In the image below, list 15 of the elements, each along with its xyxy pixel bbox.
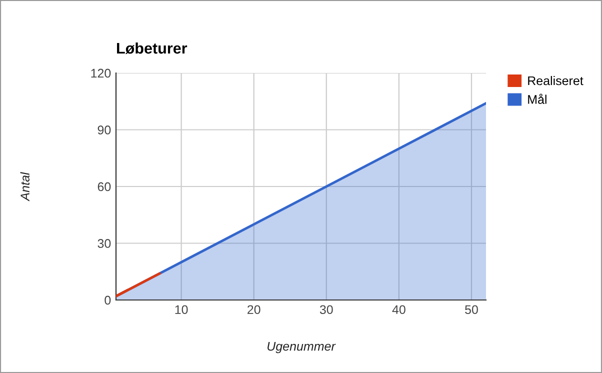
y-tick-label: 90 bbox=[98, 126, 111, 134]
x-tick-label: 40 bbox=[392, 305, 406, 314]
x-tick-label: 10 bbox=[175, 305, 188, 314]
y-axis-title: Antal bbox=[20, 172, 30, 202]
y-tick-label: 120 bbox=[91, 68, 111, 78]
x-tick-label: 30 bbox=[320, 305, 333, 314]
y-tick-label: 30 bbox=[98, 239, 111, 248]
y-tick-label: 60 bbox=[98, 182, 111, 192]
x-tick-label: 20 bbox=[248, 305, 260, 314]
legend-label: Realiseret bbox=[528, 76, 584, 86]
legend-label: Mål bbox=[528, 94, 546, 104]
x-tick-label: 50 bbox=[465, 305, 478, 314]
chart-title: Løbeturer bbox=[117, 42, 188, 54]
y-tick-label: 0 bbox=[104, 296, 111, 305]
x-axis-title: Ugenummer bbox=[268, 342, 336, 354]
